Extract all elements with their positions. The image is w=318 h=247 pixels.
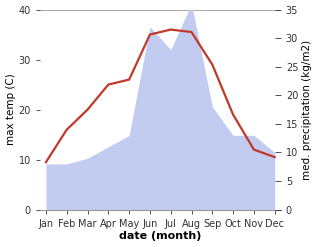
Y-axis label: med. precipitation (kg/m2): med. precipitation (kg/m2): [302, 40, 313, 180]
Y-axis label: max temp (C): max temp (C): [5, 74, 16, 145]
X-axis label: date (month): date (month): [119, 231, 202, 242]
